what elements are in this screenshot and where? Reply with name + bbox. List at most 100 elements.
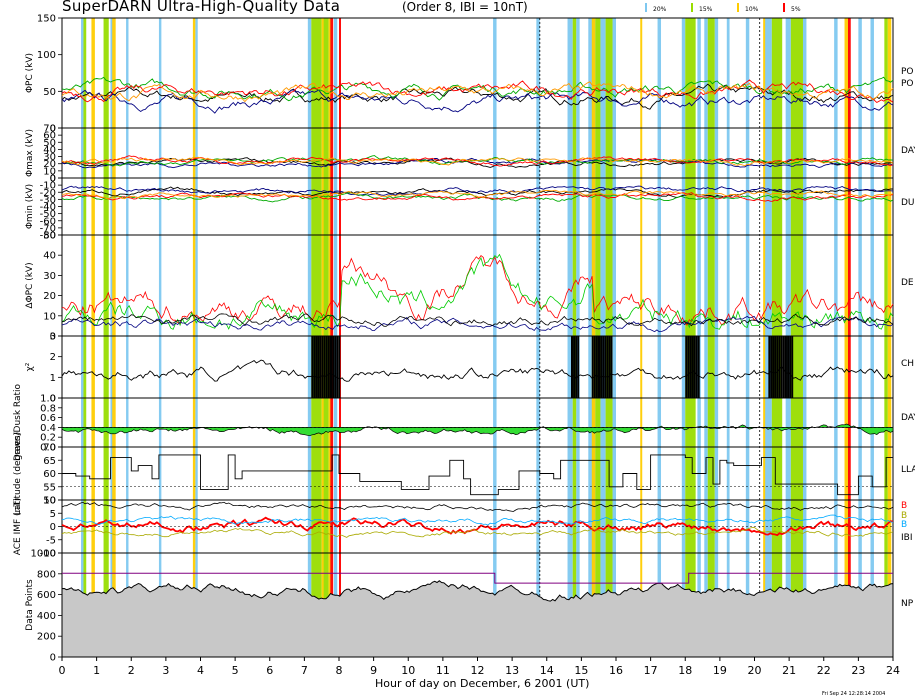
y-tick-label: 200 <box>37 632 56 643</box>
imf-Bz-series <box>61 516 894 537</box>
imf-By-series <box>61 514 894 526</box>
y-tick-label: 60 <box>43 469 56 480</box>
right-panel-label: DAY <box>901 146 915 156</box>
chi2-spike <box>787 336 790 398</box>
x-tick-label: 11 <box>436 664 450 677</box>
y-tick-label: 10 <box>43 311 56 322</box>
y-tick-label: 10 <box>43 496 56 507</box>
x-tick-label: 14 <box>540 664 554 677</box>
quality-band-10pct <box>91 18 95 657</box>
right-panel-label: DAY <box>901 413 915 423</box>
legend-label: 5% <box>791 6 801 13</box>
legend-label: 15% <box>699 6 713 13</box>
y-tick-label: 0 <box>50 653 56 664</box>
y-tick-label: 0.4 <box>40 423 56 434</box>
x-tick-label: 15 <box>574 664 588 677</box>
chi2-series <box>61 359 894 382</box>
phi_min-series <box>61 185 894 196</box>
panel-chi2-ylabel: χ² <box>25 362 35 371</box>
y-tick-label: 10 <box>43 166 56 177</box>
chi2-spike <box>780 336 783 398</box>
x-tick-label: 17 <box>644 664 658 677</box>
y-tick-label: -60 <box>40 216 56 227</box>
right-panel-label: B <box>901 520 907 530</box>
quality-band-10pct <box>763 18 766 657</box>
chi2-spike <box>691 336 694 398</box>
y-tick-label: 150 <box>37 14 56 25</box>
quality-band-15pct <box>707 18 715 657</box>
chi2-spike <box>789 336 792 398</box>
y-tick-label: 30 <box>43 271 56 282</box>
quality-band-15pct <box>103 18 109 657</box>
chi2-spike <box>321 336 324 398</box>
x-tick-label: 0 <box>59 664 66 677</box>
chi2-spike <box>784 336 787 398</box>
y-tick-label: -30 <box>40 195 56 206</box>
panel-imf-ylabel: ACE IMF (nT) <box>13 498 23 556</box>
y-tick-label: 2 <box>50 352 56 363</box>
panel-npts-ylabel: Data Points <box>25 579 35 631</box>
chi2-spike <box>573 336 576 398</box>
x-tick-label: 12 <box>471 664 485 677</box>
legend-swatch <box>691 3 693 12</box>
x-tick-label: 21 <box>782 664 796 677</box>
x-tick-label: 1 <box>93 664 100 677</box>
chi2-spike <box>768 336 771 398</box>
dphi-series <box>61 313 894 327</box>
quality-band-10pct <box>192 18 196 657</box>
quality-band-20pct <box>870 18 874 657</box>
y-tick-label: 70 <box>43 124 56 135</box>
phi_pc-series <box>61 89 894 114</box>
y-tick-label: 1000 <box>31 549 56 560</box>
x-tick-label: 3 <box>162 664 169 677</box>
quality-band-20pct <box>704 18 708 657</box>
x-tick-label: 9 <box>370 664 377 677</box>
chi2-spike <box>608 336 611 398</box>
chi2-spike <box>338 336 341 398</box>
y-tick-label: 30 <box>43 152 56 163</box>
y-tick-label: -50 <box>40 209 56 220</box>
quality-band-20pct <box>110 18 113 657</box>
y-tick-label: 55 <box>43 482 56 493</box>
chi2-spike <box>606 336 609 398</box>
chi2-spike <box>602 336 605 398</box>
y-tick-label: 50 <box>43 231 56 242</box>
phi_max-series <box>61 156 894 167</box>
quality-band-10pct <box>844 18 848 657</box>
y-tick-label: 60 <box>43 131 56 142</box>
y-tick-label: 0 <box>50 174 56 185</box>
quality-band-20pct <box>726 18 730 657</box>
y-tick-label: -10 <box>40 549 56 560</box>
legend-label: 10% <box>745 6 759 13</box>
quality-band-20pct <box>858 18 862 657</box>
quality-band-20pct <box>493 18 497 657</box>
right-panel-label: LLA <box>901 465 915 475</box>
quality-band-20pct <box>802 18 807 657</box>
imf-Bx-series <box>61 526 894 538</box>
y-tick-label: 0.2 <box>40 433 56 444</box>
panel-phi-pc-ylabel: ΦPC (kV) <box>25 53 35 93</box>
legend-label: 20% <box>653 6 667 13</box>
chi2-spike <box>591 336 594 398</box>
chi2-spike <box>315 336 318 398</box>
y-tick-label: 1.0 <box>40 394 56 405</box>
chi2-spike <box>600 336 603 398</box>
quality-band-20pct <box>126 18 129 657</box>
phi_min-series <box>61 192 894 202</box>
y-tick-label: 800 <box>37 569 56 580</box>
right-panel-label: B <box>901 501 907 511</box>
quality-band-20pct <box>307 18 312 657</box>
dawn-dusk-area <box>61 423 894 437</box>
quality-band-10pct <box>887 18 892 657</box>
y-tick-label: 40 <box>43 251 56 262</box>
chi2-spike <box>336 336 339 398</box>
x-tick-label: 16 <box>609 664 623 677</box>
y-tick-label: 600 <box>37 590 56 601</box>
quality-band-10pct <box>112 18 116 657</box>
chi2-spike <box>327 336 330 398</box>
chi2-spike <box>687 336 690 398</box>
x-tick-label: 5 <box>232 664 239 677</box>
dphi-series <box>61 315 894 333</box>
y-tick-label: 0.8 <box>40 403 56 414</box>
chi2-spike <box>570 336 573 398</box>
